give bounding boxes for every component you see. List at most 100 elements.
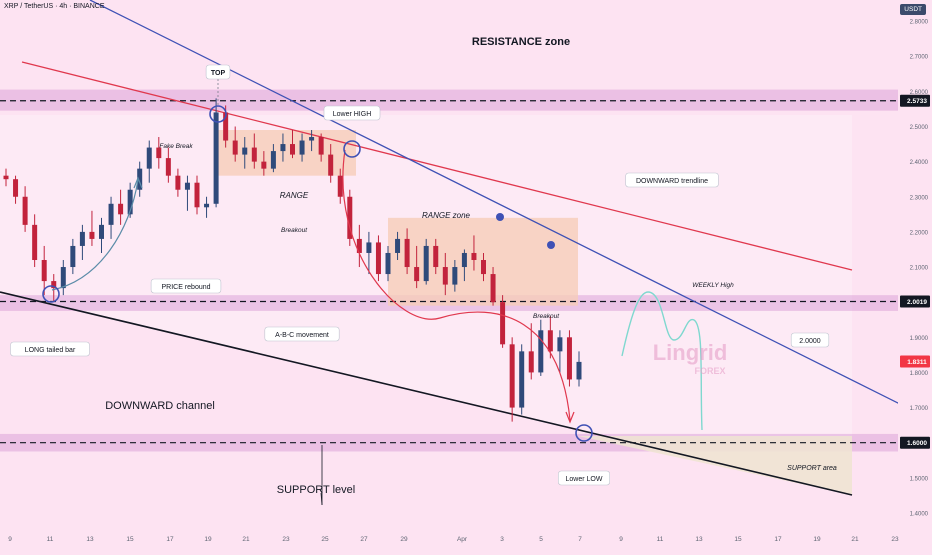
label-range-zone: RANGE zone bbox=[422, 211, 471, 220]
label-abc-movement-box bbox=[264, 326, 340, 342]
candle bbox=[127, 189, 133, 215]
x-tick-label: 9 bbox=[8, 536, 12, 543]
candle bbox=[433, 245, 439, 268]
blue-trendline bbox=[89, 0, 932, 421]
candle bbox=[156, 147, 162, 159]
y-tick-label: 1.8000 bbox=[910, 371, 929, 377]
y-tick-label: 1.4000 bbox=[910, 511, 929, 517]
candle bbox=[32, 224, 38, 260]
candle bbox=[557, 337, 563, 352]
candle bbox=[204, 203, 210, 208]
support-level-guide-tail bbox=[320, 492, 323, 506]
candle bbox=[137, 168, 143, 190]
x-tick-label: 19 bbox=[204, 536, 212, 543]
candle bbox=[395, 238, 401, 253]
candle bbox=[423, 245, 429, 282]
x-tick-label: 13 bbox=[86, 536, 94, 543]
candle bbox=[251, 147, 257, 162]
candle bbox=[290, 144, 295, 155]
price-tag-text-range-low: 2.0019 bbox=[907, 299, 927, 306]
candle bbox=[223, 112, 229, 141]
label-breakout-2: Breakout bbox=[533, 313, 560, 320]
price-axis-bg bbox=[898, 0, 932, 550]
x-tick-label: Apr bbox=[457, 536, 468, 543]
candle bbox=[566, 337, 572, 380]
candle bbox=[461, 252, 467, 268]
abc-arrowhead bbox=[565, 411, 575, 424]
x-tick-label: 15 bbox=[734, 536, 742, 543]
y-tick-label: 2.2000 bbox=[910, 230, 929, 236]
candle bbox=[89, 231, 95, 239]
red-trendline bbox=[21, 61, 853, 271]
y-tick-label: 2.8000 bbox=[910, 20, 929, 26]
abc-arc bbox=[342, 149, 571, 421]
watermark-forex: FOREX bbox=[694, 366, 725, 376]
candle bbox=[309, 137, 315, 141]
candle bbox=[547, 330, 553, 352]
price-tag-text-support: 1.6000 bbox=[907, 440, 927, 447]
price-tag-range-low bbox=[900, 295, 930, 308]
range-box-1 bbox=[218, 130, 356, 176]
candle bbox=[481, 260, 486, 275]
x-tick-label: 23 bbox=[282, 536, 290, 543]
candle bbox=[337, 175, 343, 197]
price-tag-text-current: 1.8311 bbox=[907, 359, 927, 366]
watermark-lingrid: Lingrid bbox=[653, 340, 728, 365]
label-top: TOP bbox=[211, 70, 226, 77]
label-range: RANGE bbox=[280, 191, 309, 200]
x-tick-label: 21 bbox=[242, 536, 250, 543]
y-tick-label: 1.7000 bbox=[910, 406, 929, 412]
x-tick-label: 21 bbox=[851, 536, 859, 543]
y-tick-label: 1.9000 bbox=[910, 336, 929, 342]
candle bbox=[22, 196, 28, 225]
label-long-tailed-bar-box bbox=[10, 341, 90, 357]
lower-high-marker bbox=[343, 140, 361, 158]
candle bbox=[70, 245, 76, 268]
y-tick-label: 2.4000 bbox=[910, 160, 929, 166]
y-tick-label: 2.5000 bbox=[910, 125, 929, 131]
label-downward-trendline-box bbox=[625, 172, 719, 188]
currency-badge[interactable]: USDT bbox=[900, 4, 926, 15]
x-tick-label: 17 bbox=[774, 536, 782, 543]
x-tick-label: 29 bbox=[400, 536, 408, 543]
label-downward-channel: DOWNWARD channel bbox=[105, 400, 215, 412]
x-tick-label: 11 bbox=[657, 536, 664, 543]
candle bbox=[118, 203, 124, 215]
candle bbox=[270, 151, 276, 169]
candle bbox=[519, 351, 525, 408]
label-top-box bbox=[205, 64, 231, 80]
candle bbox=[414, 267, 420, 282]
label-fake-break: Fake Break bbox=[159, 143, 193, 150]
candle bbox=[3, 175, 9, 180]
candle bbox=[404, 238, 410, 268]
rebound-arrowhead bbox=[133, 176, 143, 189]
candle bbox=[51, 281, 57, 289]
label-support-level: SUPPORT level bbox=[277, 484, 355, 496]
candle bbox=[500, 302, 506, 345]
x-tick-label: 3 bbox=[500, 536, 504, 543]
lower-low-marker bbox=[575, 424, 593, 442]
candle bbox=[242, 147, 248, 155]
candle bbox=[194, 182, 200, 208]
x-tick-label: 7 bbox=[578, 536, 582, 543]
label-price-rebound-box bbox=[150, 278, 222, 294]
y-tick-label: 2.3000 bbox=[910, 195, 929, 201]
candle bbox=[576, 361, 582, 380]
candle bbox=[366, 242, 372, 253]
candle bbox=[528, 351, 534, 373]
candle bbox=[385, 252, 391, 275]
candle bbox=[509, 344, 515, 408]
candle bbox=[79, 231, 85, 246]
label-weekly-high: WEEKLY High bbox=[692, 282, 734, 289]
label-downward-trendline: DOWNWARD trendline bbox=[636, 178, 708, 185]
label-lower-high: Lower HIGH bbox=[333, 111, 372, 118]
label-lower-low-box bbox=[557, 470, 610, 486]
candle bbox=[232, 140, 238, 155]
time-axis-bg bbox=[0, 530, 932, 550]
x-tick-label: 5 bbox=[539, 536, 543, 543]
candle bbox=[60, 267, 66, 289]
top-marker bbox=[209, 105, 227, 123]
candle bbox=[213, 112, 219, 204]
